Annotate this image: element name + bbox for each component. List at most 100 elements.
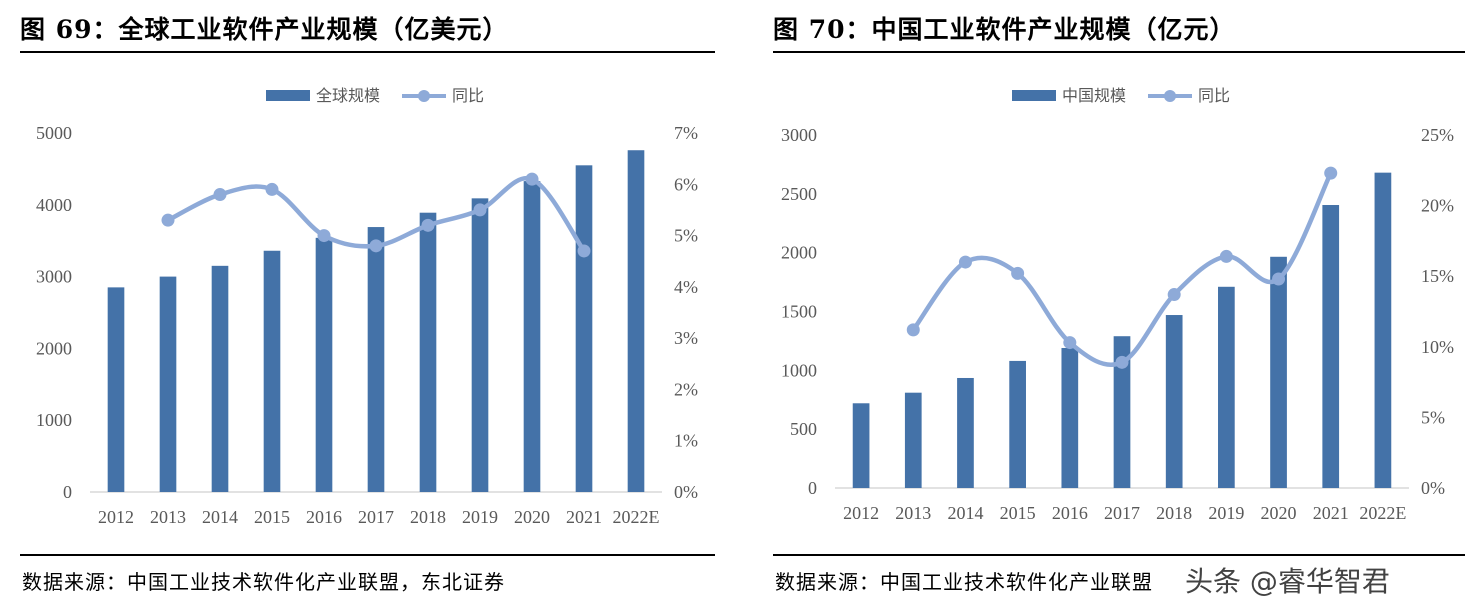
x-tick-label: 2012 — [843, 503, 879, 523]
bar-2012 — [107, 287, 125, 492]
bar-2019 — [471, 198, 489, 492]
yoy-growth-line — [911, 170, 1333, 367]
y-left-tick-label: 4000 — [36, 195, 72, 215]
x-tick-label: 2012 — [98, 507, 134, 527]
source-rule — [20, 554, 715, 556]
y-right-tick-label: 0% — [1421, 478, 1445, 498]
yoy-point-2021 — [1324, 166, 1338, 180]
y-right-tick-label: 5% — [1421, 407, 1445, 427]
y-right-tick-label: 15% — [1421, 266, 1454, 286]
yoy-point-2020 — [1272, 272, 1286, 286]
yoy-point-2019 — [1219, 249, 1233, 263]
y-left-tick-label: 2000 — [781, 243, 817, 263]
bar-2018 — [1165, 315, 1183, 488]
chart-global-software: 全球规模 同比 0 1000 2000 3000 4000 5000 0% 1% 2% 3% 4% 5% 6… — [36, 87, 698, 527]
source-note: 数据来源：中国工业技术软件化产业联盟，东北证券 — [22, 570, 505, 594]
bar-2018 — [419, 212, 437, 492]
y-right-tick-label: 0% — [674, 482, 698, 502]
x-tick-label: 2020 — [1261, 503, 1297, 523]
yoy-point-2020 — [525, 172, 539, 186]
legend-bar-swatch — [1012, 90, 1056, 101]
bar-2015 — [263, 250, 281, 492]
x-tick-label: 2015 — [254, 507, 290, 527]
x-tick-label: 2018 — [410, 507, 446, 527]
x-tick-label: 2016 — [306, 507, 342, 527]
legend-bar-label: 全球规模 — [316, 87, 380, 105]
yoy-point-2016 — [1063, 336, 1077, 350]
x-tick-label: 2016 — [1052, 503, 1088, 523]
y-left-tick-label: 1500 — [781, 302, 817, 322]
legend-bar-label: 中国规模 — [1062, 87, 1126, 105]
legend-bar-swatch — [266, 90, 310, 101]
x-tick-label: 2017 — [358, 507, 394, 527]
y-left-tick-label: 2500 — [781, 184, 817, 204]
bar-2016 — [1061, 347, 1079, 488]
chart-china-software: 中国规模 同比 0 500 1000 1500 2000 2500 3000 0% 5% 10% 15%… — [781, 87, 1454, 523]
y-left-tick-label: 0 — [808, 478, 817, 498]
y-right-tick-label: 6% — [674, 174, 698, 194]
x-tick-label: 2020 — [514, 507, 550, 527]
yoy-point-2013 — [161, 213, 175, 227]
legend-line-marker — [418, 90, 430, 102]
x-tick-label: 2021 — [1313, 503, 1349, 523]
legend-line-label: 同比 — [452, 87, 484, 105]
y-left-tick-label: 5000 — [36, 123, 72, 143]
yoy-point-2015 — [1011, 266, 1025, 280]
bar-2014 — [211, 265, 229, 492]
y-left-tick-label: 1000 — [36, 410, 72, 430]
y-right-tick-label: 7% — [674, 123, 698, 143]
bar-2013 — [904, 392, 922, 488]
panel-global: 图 69：全球工业软件产业规模（亿美元） 全球规模 同比 0 1000 2000 3000… — [20, 0, 715, 616]
y-left-tick-label: 2000 — [36, 338, 72, 358]
x-tick-label: 2014 — [947, 503, 983, 523]
y-right-tick-label: 2% — [674, 379, 698, 399]
title-rule — [773, 51, 1465, 53]
y-right-tick-label: 10% — [1421, 337, 1454, 357]
bar-2014 — [957, 377, 974, 488]
y-right-tick-label: 1% — [674, 431, 698, 451]
y-left-tick-label: 0 — [63, 482, 72, 502]
y-right-tick-label: 4% — [674, 277, 698, 297]
panel-china: 图 70：中国工业软件产业规模（亿元） 中国规模 同比 0 500 1000 1500 20… — [773, 0, 1468, 616]
y-right-tick-label: 3% — [674, 328, 698, 348]
y-right-tick-label: 20% — [1421, 196, 1454, 216]
y-left-tick-label: 1000 — [781, 360, 817, 380]
yoy-point-2017 — [369, 239, 383, 253]
y-left-tick-label: 500 — [790, 419, 817, 439]
legend-line-marker — [1164, 90, 1176, 102]
x-tick-label: 2019 — [462, 507, 498, 527]
source-note: 数据来源：中国工业技术软件化产业联盟 — [775, 570, 1153, 594]
x-tick-label: 2018 — [1156, 503, 1192, 523]
bar-2015 — [1009, 360, 1026, 488]
bar-2017 — [1113, 336, 1131, 488]
y-right-tick-label: 25% — [1421, 125, 1454, 145]
source-rule — [773, 554, 1465, 556]
x-tick-label: 2014 — [202, 507, 238, 527]
yoy-point-2015 — [265, 182, 279, 196]
bar-2012 — [852, 403, 870, 488]
x-tick-label: 2022E — [1359, 503, 1406, 523]
yoy-point-2018 — [1167, 288, 1181, 302]
bar-2013 — [159, 276, 177, 492]
yoy-point-2014 — [958, 255, 972, 269]
yoy-point-2021 — [577, 244, 591, 258]
y-left-tick-label: 3000 — [781, 125, 817, 145]
x-tick-label: 2015 — [1000, 503, 1036, 523]
title-rule — [20, 51, 715, 53]
bar-2020 — [523, 181, 541, 492]
x-tick-label: 2019 — [1208, 503, 1244, 523]
x-tick-label: 2017 — [1104, 503, 1140, 523]
x-tick-label: 2021 — [566, 507, 602, 527]
bar-2017 — [367, 227, 385, 493]
bar-2022E — [1374, 172, 1392, 489]
figure-title: 图 70：中国工业软件产业规模（亿元） — [773, 15, 1236, 44]
bar-2022E — [627, 150, 645, 492]
yoy-point-2013 — [906, 323, 920, 337]
x-tick-label: 2013 — [895, 503, 931, 523]
bar-2019 — [1218, 286, 1235, 488]
x-tick-label: 2013 — [150, 507, 186, 527]
bar-2016 — [315, 237, 333, 492]
bar-2020 — [1270, 256, 1287, 488]
legend-line-label: 同比 — [1198, 87, 1230, 105]
yoy-point-2018 — [421, 218, 435, 232]
